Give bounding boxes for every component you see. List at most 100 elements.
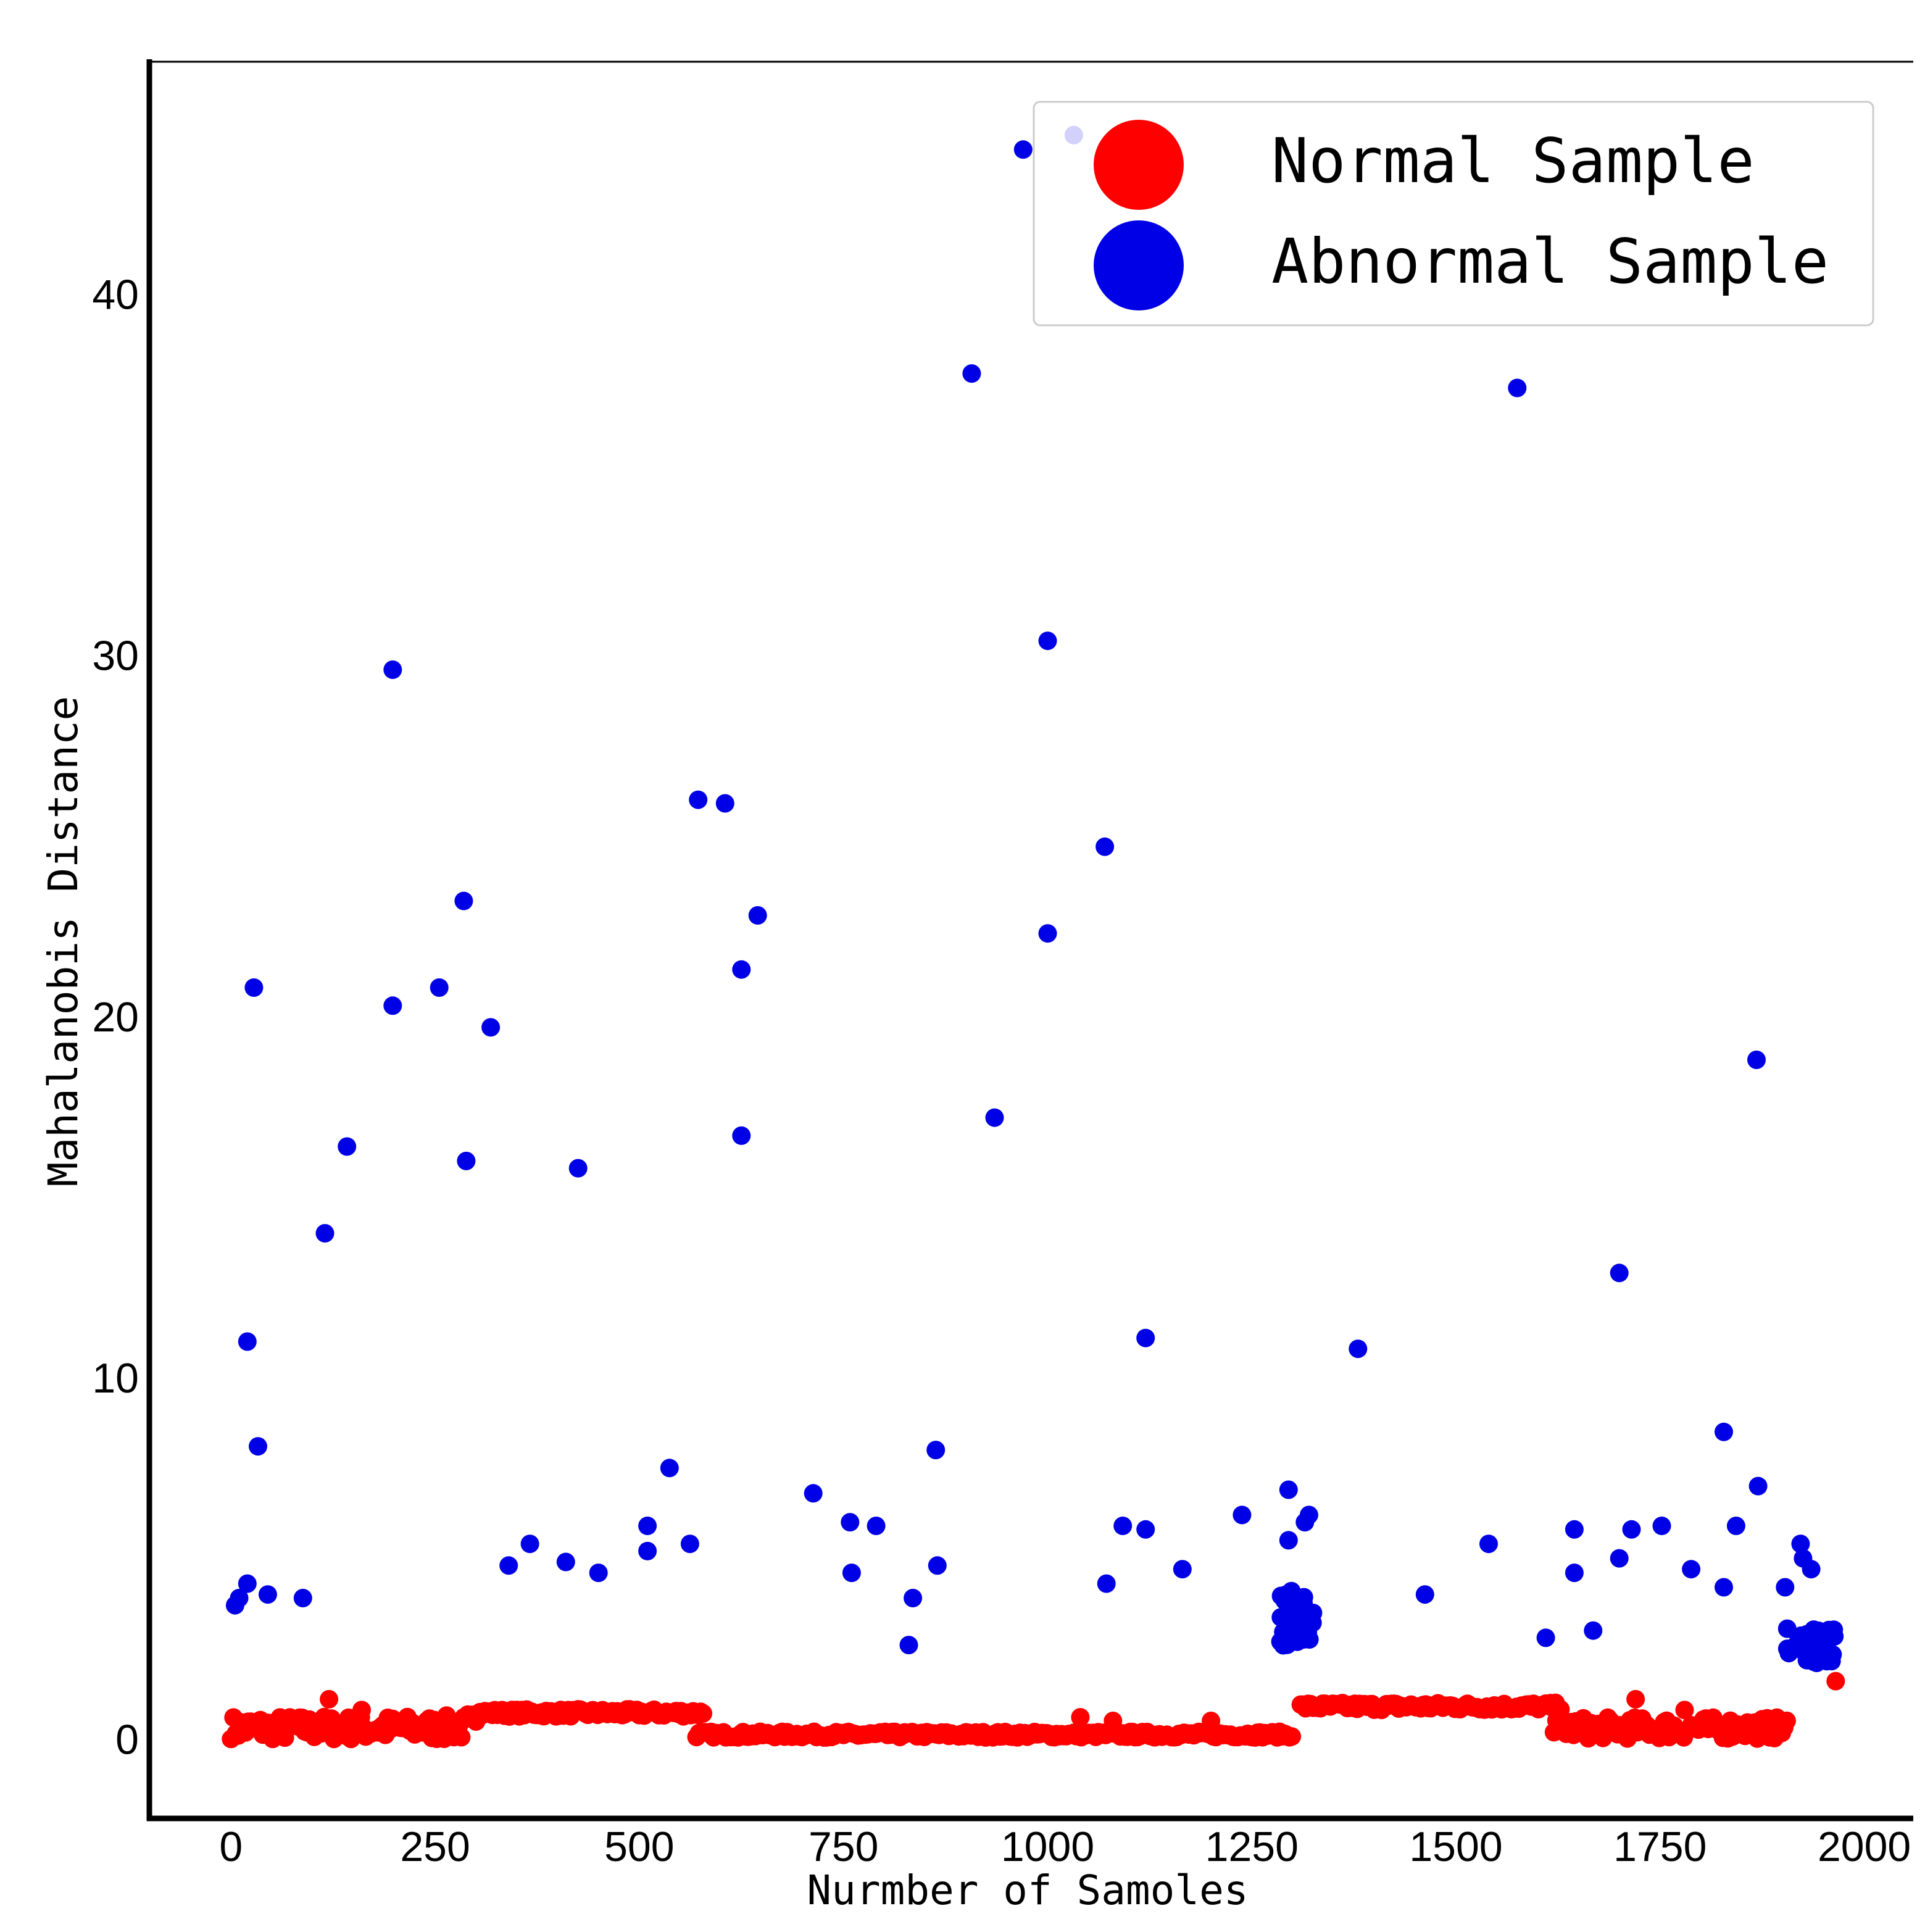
abnormal-point	[904, 1589, 923, 1607]
abnormal-point	[1747, 1051, 1766, 1069]
abnormal-point	[383, 660, 402, 679]
abnormal-point	[1038, 631, 1057, 651]
abnormal-point	[1136, 1520, 1155, 1539]
normal-point	[1594, 1728, 1613, 1747]
abnormal-point	[1233, 1505, 1252, 1525]
abnormal-point	[1173, 1560, 1192, 1579]
legend-marker-abnormal	[1094, 220, 1184, 310]
abnormal-point	[520, 1534, 539, 1554]
legend-box	[1033, 101, 1874, 327]
abnormal-point	[499, 1556, 518, 1575]
abnormal-point	[258, 1585, 277, 1604]
abnormal-point	[1682, 1560, 1701, 1579]
legend-label-normal: Normal Sample	[1271, 125, 1755, 197]
normal-point	[1202, 1712, 1221, 1730]
y-tick-label: 40	[92, 271, 139, 318]
abnormal-point	[1776, 1578, 1795, 1597]
abnormal-point	[1802, 1560, 1821, 1579]
abnormal-point	[454, 891, 473, 910]
abnormal-point	[338, 1137, 357, 1156]
abnormal-point	[1748, 1476, 1768, 1496]
abnormal-point	[1610, 1549, 1629, 1568]
abnormal-point	[842, 1564, 861, 1583]
abnormal-point	[841, 1513, 860, 1532]
normal-point	[320, 1689, 339, 1709]
abnormal-point	[1777, 1619, 1797, 1638]
abnormal-point	[748, 906, 767, 925]
abnormal-point	[680, 1534, 699, 1554]
abnormal-point	[244, 978, 264, 997]
abnormal-point	[926, 1441, 946, 1460]
abnormal-point	[1508, 378, 1527, 398]
y-tick-label: 0	[115, 1716, 139, 1763]
abnormal-point	[1038, 924, 1057, 943]
abnormal-point	[1415, 1585, 1434, 1604]
abnormal-point	[1622, 1520, 1641, 1539]
x-tick-label: 1000	[1001, 1823, 1094, 1870]
ticks-layer: 0 250 500 750 1000 1250 1500 1750 2000 0 10 20 30 40	[92, 271, 1911, 1870]
abnormal-point	[1349, 1339, 1368, 1359]
normal-point	[452, 1728, 471, 1747]
abnormal-point	[928, 1556, 947, 1575]
normal-point	[1626, 1689, 1645, 1709]
abnormal-point	[1779, 1644, 1798, 1663]
abnormal-point	[962, 364, 981, 383]
abnormal-point	[1799, 1633, 1818, 1652]
x-tick-label: 250	[400, 1823, 470, 1870]
abnormal-point	[1565, 1520, 1584, 1539]
x-tick-label: 1750	[1613, 1823, 1707, 1870]
x-axis-title: Nurmber of Samoles	[807, 1867, 1248, 1914]
abnormal-point	[230, 1589, 249, 1607]
abnormal-point	[899, 1636, 918, 1655]
abnormal-point	[238, 1332, 257, 1351]
abnormal-point	[1013, 140, 1033, 159]
abnormal-point	[1113, 1517, 1133, 1535]
abnormal-point	[315, 1224, 335, 1243]
abnormal-point	[481, 1018, 501, 1037]
legend: Normal Sample Abnormal Sample	[1033, 101, 1874, 327]
points-layer	[222, 125, 1845, 1749]
x-tick-label: 0	[219, 1823, 243, 1870]
x-tick-label: 750	[809, 1823, 878, 1870]
normal-point	[352, 1701, 371, 1720]
abnormal-point	[1610, 1264, 1629, 1283]
abnormal-point	[804, 1484, 823, 1503]
abnormal-point	[293, 1589, 312, 1607]
normal-point	[1071, 1708, 1090, 1727]
abnormal-point	[238, 1574, 257, 1593]
normal-point	[1826, 1672, 1845, 1691]
abnormal-point	[689, 790, 708, 809]
abnormal-point	[1279, 1531, 1298, 1550]
normal-point	[1283, 1727, 1302, 1746]
legend-marker-normal	[1094, 120, 1184, 210]
abnormal-point	[638, 1517, 657, 1535]
abnormal-point	[1096, 837, 1115, 856]
abnormal-point	[1292, 1625, 1312, 1644]
x-tick-label: 2000	[1818, 1823, 1911, 1870]
normal-point	[1675, 1701, 1694, 1720]
abnormal-point	[1565, 1564, 1584, 1583]
legend-label-abnormal: Abnormal Sample	[1271, 225, 1829, 298]
abnormal-point	[1808, 1649, 1827, 1668]
abnormal-point	[383, 996, 402, 1015]
abnormal-point	[568, 1159, 588, 1178]
abnormal-point	[1299, 1505, 1318, 1525]
abnormal-point	[1479, 1534, 1498, 1554]
abnormal-point	[1279, 1480, 1298, 1499]
abnormal-point	[457, 1151, 476, 1170]
normal-point	[1777, 1711, 1796, 1730]
abnormal-point	[1097, 1574, 1116, 1593]
abnormal-point	[732, 960, 751, 979]
abnormal-point	[430, 978, 449, 997]
abnormal-point	[1726, 1517, 1745, 1535]
x-tick-label: 1500	[1409, 1823, 1502, 1870]
abnormal-point	[1271, 1586, 1291, 1605]
normal-point	[694, 1704, 713, 1723]
abnormal-point	[1278, 1618, 1297, 1638]
abnormal-point	[1652, 1517, 1671, 1535]
abnormal-point	[1819, 1620, 1839, 1639]
y-axis-title: Mahalanobis Distance	[39, 696, 87, 1187]
y-tick-label: 30	[92, 633, 139, 680]
abnormal-point	[556, 1552, 575, 1572]
